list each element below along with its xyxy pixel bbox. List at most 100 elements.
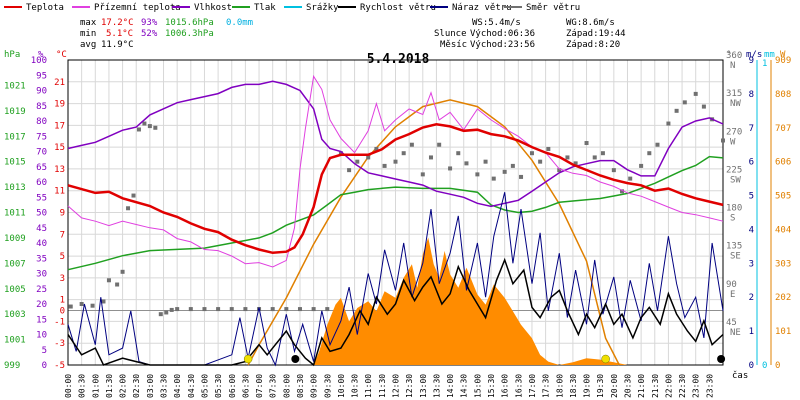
time-tick-label: 16:00	[501, 374, 510, 398]
temperature-line	[67, 123, 724, 255]
wind-direction-point	[538, 159, 543, 164]
humidity-tick-label: 100	[31, 56, 47, 66]
wind-unit: m/s	[746, 50, 762, 60]
moon-rise: Východ:23:56	[470, 40, 535, 50]
wind-direction-point	[647, 151, 652, 156]
direction-tick-compass: E	[730, 290, 735, 300]
wind-direction-point	[573, 161, 578, 166]
pressure-tick-label: 999	[4, 361, 20, 371]
time-tick-label: 13:00	[419, 374, 428, 398]
wind-direction-point	[491, 176, 496, 181]
rain-unit: mm	[764, 50, 775, 60]
temperature-tick-label: 5	[60, 252, 65, 262]
wind-direction-point	[502, 169, 507, 174]
humidity-tick-label: 95	[36, 71, 47, 81]
direction-tick-label: 180	[726, 204, 742, 214]
wind-direction-point	[483, 159, 488, 164]
temperature-tick-label: 19	[54, 100, 65, 110]
direction-tick-label: 360	[726, 51, 742, 61]
solar-unit: W	[780, 50, 786, 60]
pressure-tick-label: 1001	[4, 336, 26, 346]
time-tick-label: 02:30	[132, 374, 141, 398]
wind-direction-point	[701, 104, 706, 109]
wind-direction-point	[175, 307, 180, 312]
pressure-tick-label: 1009	[4, 234, 26, 244]
time-tick-label: 02:00	[119, 374, 128, 398]
wind-direction-point	[202, 307, 207, 312]
time-tick-label: 17:00	[528, 374, 537, 398]
humidity-tick-label: 25	[36, 285, 47, 295]
humidity-tick-label: 65	[36, 163, 47, 173]
legend-label-humidity: Vlhkost	[194, 3, 232, 13]
wind-direction-point	[639, 163, 644, 168]
wind-direction-point	[674, 108, 679, 113]
legend-label-temperature: Teplota	[26, 3, 64, 13]
wind-tick-label: 3	[749, 259, 754, 269]
time-tick-label: 10:00	[337, 374, 346, 398]
info-block: WS:5.4m/s WG:8.6m/s Slunce Východ:06:36 …	[434, 18, 626, 50]
time-tick-label: 15:30	[487, 374, 496, 398]
wind-direction-point	[284, 307, 289, 312]
legend-label-wind-speed: Rychlost větru	[360, 3, 436, 13]
wind-direction-point	[120, 269, 125, 274]
direction-tick-label: 225	[726, 165, 742, 175]
stats-max-temp: 17.2°C	[101, 18, 134, 28]
direction-tick-compass: SE	[730, 252, 741, 262]
temperature-zero-label: 0	[60, 307, 65, 317]
wind-direction-point	[366, 155, 371, 160]
time-axis-label: čas	[732, 370, 748, 381]
wind-direction-point	[126, 206, 131, 211]
time-tick-label: 17:30	[542, 374, 551, 398]
wind-direction-point	[79, 302, 84, 306]
temperature-tick-label: -1	[54, 317, 65, 327]
wind-direction-point	[464, 161, 469, 166]
humidity-tick-label: 55	[36, 193, 47, 203]
pressure-tick-label: 1021	[4, 81, 26, 91]
sun-marker	[601, 354, 610, 364]
wind-direction-point	[147, 124, 152, 129]
wind-direction-point	[347, 168, 352, 173]
time-tick-label: 03:30	[160, 374, 169, 398]
time-tick-label: 07:00	[255, 374, 264, 398]
wind-direction-point	[721, 138, 725, 143]
pressure-tick-label: 1019	[4, 107, 26, 117]
time-tick-label: 06:00	[228, 374, 237, 398]
temperature-unit: °C	[56, 50, 67, 60]
wind-direction-point	[655, 142, 660, 147]
time-tick-label: 05:30	[214, 374, 223, 398]
time-tick-label: 11:00	[364, 374, 373, 398]
wind-direction-point	[448, 166, 453, 171]
direction-tick-compass: S	[730, 214, 735, 224]
time-tick-label: 04:30	[187, 374, 196, 398]
humidity-tick-label: 60	[36, 178, 47, 188]
humidity-tick-label: 85	[36, 102, 47, 112]
legend-item-ground-temperature: Přízemní teplota	[72, 3, 181, 13]
time-tick-label: 23:00	[692, 374, 701, 398]
pressure-tick-label: 1015	[4, 158, 26, 168]
wind-direction-point	[355, 159, 360, 164]
time-tick-label: 08:30	[296, 374, 305, 398]
wind-direction-point	[393, 159, 398, 164]
legend-item-humidity: Vlhkost	[172, 3, 232, 13]
wind-direction-point	[229, 307, 234, 312]
moon-marker	[291, 355, 300, 363]
temperature-tick-label: -5	[54, 361, 65, 371]
time-axis: 00:00 00:30 01:00 01:30 02:00 02:30 03:00 03:30…	[64, 374, 714, 398]
wind-direction-point	[401, 151, 406, 156]
legend-label-rain: Srážky	[306, 3, 339, 13]
moon-marker	[717, 355, 726, 363]
wind-direction-point	[456, 151, 461, 156]
legend-label-pressure: Tlak	[254, 3, 276, 13]
direction-unit: °	[726, 50, 731, 60]
axis-unit-headers: hPa % °C ° m/s mm W	[4, 50, 786, 60]
time-tick-label: 09:00	[310, 374, 319, 398]
direction-tick-label: 135	[726, 242, 742, 252]
temperature-tick-label: 1	[60, 296, 65, 306]
wind-direction-point	[382, 163, 387, 168]
time-tick-label: 08:00	[282, 374, 291, 398]
sun-marker	[243, 354, 253, 364]
time-tick-label: 06:30	[241, 374, 250, 398]
pressure-tick-label: 1003	[4, 310, 26, 320]
stats-avg-label: avg	[80, 40, 96, 50]
